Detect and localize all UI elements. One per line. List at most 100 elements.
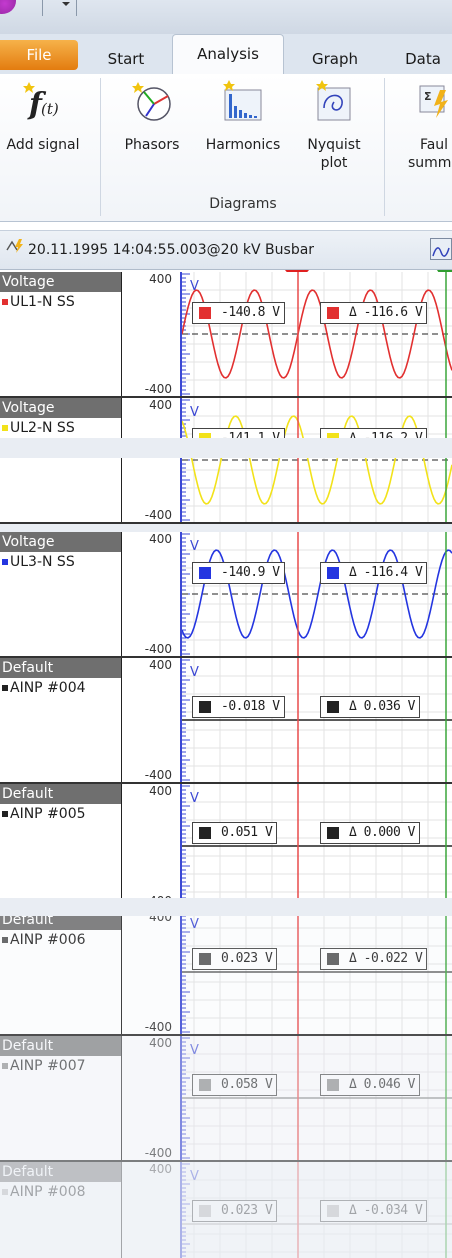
cursor-value-swatch: [199, 953, 211, 965]
signal-plot[interactable]: V: [182, 398, 452, 522]
chart-view-icon[interactable]: [430, 238, 452, 260]
phasor-diagram-icon: [132, 80, 172, 124]
cursor-delta-value: Δ -116.6 V: [349, 305, 423, 320]
y-axis: 400 -400: [122, 532, 182, 656]
channel-label-panel[interactable]: Default AINP #004: [0, 658, 122, 782]
channel-label-panel[interactable]: Voltage UL3-N SS: [0, 532, 122, 656]
tab-data[interactable]: Data: [405, 50, 441, 68]
unit-label: V: [190, 405, 199, 420]
channel-label-panel[interactable]: Default AINP #006: [0, 910, 122, 1034]
channel-row: Default AINP #006 400 -400 V 0.023 V Δ -0.02…: [0, 910, 452, 1036]
signal-waveform: [182, 289, 452, 379]
fault-summary-icon: Σ: [414, 80, 452, 124]
signal-plot[interactable]: V: [182, 532, 452, 656]
y-axis-max-label: 400: [149, 532, 172, 546]
phasors-label: Phasors: [124, 137, 180, 153]
cursor-delta-box: Δ 0.046 V: [320, 1074, 420, 1096]
group-divider: [100, 78, 101, 216]
tab-file[interactable]: File: [0, 40, 78, 70]
channel-name: AINP #007: [0, 1058, 121, 1074]
cursor-delta-box: Δ 0.000 V: [320, 822, 420, 844]
cursor-1-value-box: 0.023 V: [192, 1200, 278, 1222]
cursor-1-value: 0.058 V: [221, 1077, 273, 1092]
unit-label: V: [190, 791, 199, 806]
phasors-button[interactable]: Phasors: [114, 74, 190, 154]
record-title: 20.11.1995 14:04:55.003@20 kV Busbar: [28, 242, 315, 258]
channel-name-text: AINP #005: [10, 806, 86, 822]
channel-label-panel[interactable]: Default AINP #007: [0, 1036, 122, 1160]
channel-name-text: AINP #007: [10, 1058, 86, 1074]
cursor-value-swatch: [199, 307, 211, 319]
record-info-bar: 20.11.1995 14:04:55.003@20 kV Busbar: [0, 230, 452, 270]
channel-label-panel[interactable]: Default AINP #008: [0, 1162, 122, 1258]
y-axis-min-label: -400: [144, 642, 172, 656]
cursor-1-value-box: 0.051 V: [192, 822, 278, 844]
cursor-1-value-box: -140.9 V: [192, 562, 285, 584]
cursor-delta-box: Δ -116.4 V: [320, 562, 428, 584]
nyquist-plot-icon: [314, 80, 354, 124]
cursor-1-value: -140.8 V: [221, 305, 280, 320]
signal-plot[interactable]: V: [182, 1162, 452, 1258]
cursor-1-value: -140.9 V: [221, 565, 280, 580]
cursor-1-value-box: -0.018 V: [192, 696, 285, 718]
add-signal-button[interactable]: f (t) Add signal: [0, 74, 86, 154]
channel-name-text: UL2-N SS: [10, 420, 75, 436]
y-axis-max-label: 400: [149, 1036, 172, 1050]
y-axis: 400 -400: [122, 1036, 182, 1160]
panel-gap: [0, 438, 452, 458]
y-axis-min-label: -400: [144, 508, 172, 522]
channel-group-header: Default: [0, 784, 121, 804]
cursor-1-value-box: -140.8 V: [192, 302, 285, 324]
ribbon-tab-bar: File Start Analysis Graph Data: [0, 34, 452, 74]
y-axis: 400 -400: [122, 658, 182, 782]
function-icon: f (t): [23, 80, 63, 124]
cursor-delta-box: Δ -0.034 V: [320, 1200, 428, 1222]
channel-color-swatch: [2, 1063, 8, 1069]
y-axis: 400 -400: [122, 910, 182, 1034]
channel-group-header: Default: [0, 658, 121, 678]
add-signal-label: Add signal: [6, 137, 80, 153]
harmonics-button[interactable]: Harmonics: [196, 74, 290, 154]
tab-graph[interactable]: Graph: [311, 50, 358, 68]
tab-analysis[interactable]: Analysis: [172, 34, 284, 74]
channel-color-swatch: [2, 937, 8, 943]
cursor-1-value: 0.023 V: [221, 1203, 273, 1218]
channel-label-panel[interactable]: Voltage UL2-N SS: [0, 398, 122, 522]
signal-plot[interactable]: V: [182, 272, 452, 396]
app-menu-orb[interactable]: [0, 0, 16, 14]
unit-label: V: [190, 1169, 199, 1184]
unit-label: V: [190, 917, 199, 932]
y-axis-max-label: 400: [149, 398, 172, 412]
cursor-delta-swatch: [327, 953, 339, 965]
channel-label-panel[interactable]: Voltage UL1-N SS: [0, 272, 122, 396]
channel-name-text: AINP #006: [10, 932, 86, 948]
channel-name: AINP #008: [0, 1184, 121, 1200]
signal-plot[interactable]: V: [182, 784, 452, 908]
cursor-delta-box: Δ -0.022 V: [320, 948, 428, 970]
qat-customize-icon[interactable]: [62, 2, 70, 6]
qat-divider: [42, 0, 43, 16]
signal-plot[interactable]: V: [182, 1036, 452, 1160]
fault-summary-button[interactable]: Σ Faul summa: [404, 74, 452, 172]
channel-color-swatch: [2, 1189, 8, 1195]
channel-group-header: Voltage: [0, 532, 121, 552]
y-axis: 400 -400: [122, 1162, 182, 1258]
y-axis-max-label: 400: [149, 272, 172, 286]
signal-plot[interactable]: V: [182, 658, 452, 782]
panel-gap: [0, 898, 452, 916]
signal-plot[interactable]: V: [182, 910, 452, 1034]
cursor-delta-box: Δ -116.6 V: [320, 302, 428, 324]
y-axis-min-label: -400: [144, 1146, 172, 1160]
y-axis-max-label: 400: [149, 1162, 172, 1176]
cursor-1-value: -0.018 V: [221, 699, 280, 714]
channel-group-header: Voltage: [0, 272, 121, 292]
svg-text:Σ: Σ: [424, 90, 432, 103]
nyquist-plot-button[interactable]: Nyquist plot: [296, 74, 372, 172]
channel-label-panel[interactable]: Default AINP #005: [0, 784, 122, 908]
tab-start[interactable]: Start: [107, 50, 145, 68]
cursor-1-value-box: 0.058 V: [192, 1074, 278, 1096]
harmonics-chart-icon: [223, 80, 263, 124]
